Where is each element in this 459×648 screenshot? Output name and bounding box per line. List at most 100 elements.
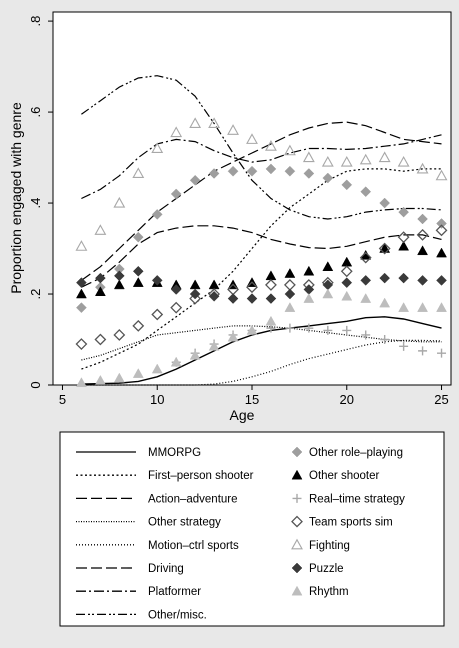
legend-item-real-time-strategy: Real–time strategy [292, 493, 405, 505]
legend-item-driving: Driving [76, 563, 184, 575]
point-fighting [397, 155, 410, 167]
point-rhythm [132, 368, 144, 378]
point-other-role-playing [436, 218, 447, 229]
legend-label: Other/misc. [148, 609, 207, 621]
point-rhythm [284, 302, 296, 312]
legend-label: First–person shooter [148, 470, 254, 482]
point-team-sports-sim [132, 319, 145, 332]
point-puzzle [246, 293, 258, 304]
point-rhythm [76, 377, 87, 387]
point-puzzle [170, 284, 182, 295]
point-other-role-playing [151, 209, 163, 220]
legend-key-marker [291, 446, 303, 458]
legend-item-other-role-playing: Other role–playing [291, 446, 403, 459]
legend-label: Fighting [309, 540, 350, 552]
point-rhythm [246, 324, 258, 335]
point-puzzle [417, 275, 428, 286]
x-tick-label: 10 [150, 392, 164, 407]
point-rhythm [208, 340, 220, 351]
legend-label: Driving [148, 563, 184, 575]
point-team-sports-sim [151, 308, 164, 321]
legend-item-action-adventure: Action–adventure [76, 493, 238, 505]
point-team-sports-sim [246, 281, 258, 294]
legend-label: Rhythm [309, 586, 349, 598]
series-mmorpg [81, 316, 442, 385]
y-tick-label: .2 [28, 289, 43, 300]
series-first-person-shooter [81, 168, 442, 370]
point-puzzle [208, 290, 220, 302]
point-puzzle [379, 272, 391, 284]
point-real-time-strategy [323, 325, 333, 335]
legend-item-other-misc: Other/misc. [76, 609, 207, 621]
series-other-role-playing [76, 163, 447, 314]
series-motion-ctrl-sports [81, 339, 442, 386]
legend-label: Motion–ctrl sports [148, 540, 239, 552]
legend-item-rhythm: Rhythm [291, 585, 349, 598]
point-other-role-playing [284, 165, 296, 177]
legend-key-marker [291, 562, 303, 574]
y-tick-label: .4 [28, 198, 43, 209]
point-puzzle [398, 272, 409, 284]
point-fighting [416, 162, 429, 174]
series-action-adventure [81, 121, 442, 281]
line-first-person-shooter [81, 168, 442, 370]
point-other-shooter [303, 265, 315, 276]
point-puzzle [360, 275, 372, 286]
point-other-role-playing [76, 302, 87, 314]
point-puzzle [132, 265, 144, 277]
point-real-time-strategy [342, 325, 352, 335]
point-team-sports-sim [416, 228, 429, 241]
point-puzzle [113, 270, 125, 282]
point-fighting [189, 117, 202, 128]
point-other-role-playing [246, 165, 258, 177]
point-fighting [208, 117, 221, 128]
axes-layer: 5 10 15 20 25 0 .2 .4 .6 .8 [28, 16, 449, 407]
point-rhythm [417, 302, 428, 312]
point-real-time-strategy [437, 348, 447, 358]
point-real-time-strategy [361, 330, 371, 340]
point-real-time-strategy [380, 335, 390, 345]
point-team-sports-sim [189, 292, 202, 305]
line-action-adventure [81, 121, 442, 281]
legend-item-fighting: Fighting [291, 538, 350, 552]
point-other-shooter [76, 288, 87, 299]
line-platformer [81, 134, 442, 200]
point-rhythm [189, 349, 201, 360]
point-fighting [246, 133, 258, 144]
point-other-role-playing [208, 168, 220, 179]
point-puzzle [284, 288, 296, 300]
line-other-misc [81, 75, 442, 220]
series-fighting [75, 117, 448, 251]
point-fighting [94, 224, 107, 235]
legend-label: Other role–playing [309, 447, 403, 459]
point-rhythm [398, 302, 410, 312]
point-puzzle [189, 288, 201, 300]
point-fighting [265, 140, 277, 151]
legend-item-other-strategy: Other strategy [76, 517, 221, 529]
legend-label: Other strategy [148, 517, 221, 529]
point-rhythm [94, 374, 106, 385]
point-other-role-playing [322, 172, 334, 184]
point-puzzle [341, 277, 353, 289]
point-fighting [359, 153, 372, 165]
legend-item-team-sports-sim: Team sports sim [291, 515, 393, 529]
y-tick-label: .6 [28, 107, 43, 118]
point-team-sports-sim [170, 301, 183, 314]
x-tick-label: 20 [340, 392, 354, 407]
point-other-shooter [94, 286, 106, 296]
point-team-sports-sim [435, 224, 448, 237]
y-tick-label: .8 [28, 16, 43, 27]
legend-label: Team sports sim [309, 517, 393, 529]
point-other-shooter [113, 279, 125, 290]
series-team-sports-sim [75, 224, 448, 350]
point-other-role-playing [303, 168, 315, 179]
point-real-time-strategy [418, 346, 428, 356]
point-rhythm [303, 293, 315, 303]
point-fighting [132, 167, 145, 179]
series-driving [81, 225, 442, 288]
x-tick-label: 25 [434, 392, 448, 407]
point-other-role-playing [398, 206, 409, 218]
series-other-misc [81, 75, 442, 220]
y-tick-label: 0 [28, 381, 43, 388]
